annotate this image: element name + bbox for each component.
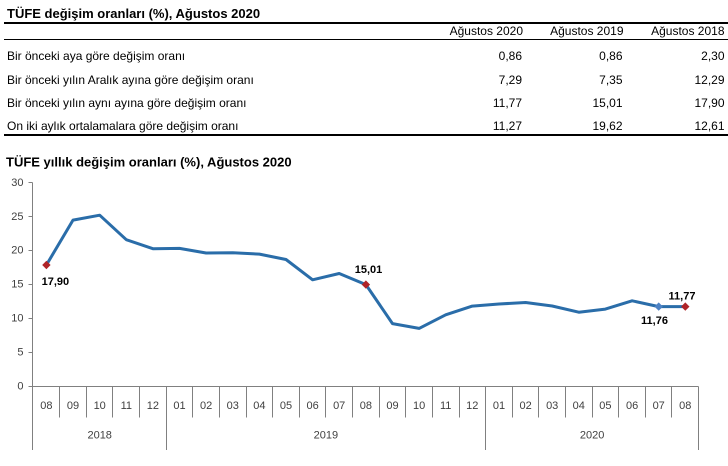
svg-text:07: 07	[653, 400, 665, 412]
svg-text:08: 08	[679, 400, 691, 412]
svg-text:01: 01	[493, 400, 505, 412]
svg-text:2020: 2020	[580, 430, 604, 442]
svg-text:11: 11	[440, 400, 451, 412]
svg-text:15,01: 15,01	[355, 264, 383, 276]
svg-text:03: 03	[227, 400, 239, 412]
svg-text:06: 06	[626, 400, 638, 412]
svg-text:01: 01	[173, 400, 185, 412]
svg-text:07: 07	[333, 400, 345, 412]
svg-text:20: 20	[11, 245, 23, 257]
svg-text:04: 04	[253, 400, 265, 412]
svg-text:12: 12	[466, 400, 478, 412]
svg-text:02: 02	[200, 400, 212, 412]
svg-text:0: 0	[17, 380, 23, 392]
svg-text:10: 10	[11, 313, 23, 325]
svg-text:03: 03	[546, 400, 558, 412]
svg-text:15: 15	[11, 279, 23, 291]
svg-text:05: 05	[280, 400, 292, 412]
svg-text:08: 08	[40, 400, 52, 412]
svg-text:11: 11	[121, 400, 132, 412]
svg-text:12: 12	[147, 400, 159, 412]
svg-text:11,77: 11,77	[669, 291, 696, 303]
svg-text:TÜFE yıllık değişim oranları (: TÜFE yıllık değişim oranları (%), Ağusto…	[6, 155, 292, 170]
svg-text:06: 06	[306, 400, 318, 412]
svg-text:04: 04	[573, 400, 585, 412]
svg-text:09: 09	[386, 400, 398, 412]
svg-text:17,90: 17,90	[42, 276, 70, 288]
svg-text:05: 05	[599, 400, 611, 412]
svg-text:10: 10	[94, 400, 106, 412]
svg-text:11,76: 11,76	[641, 315, 668, 327]
svg-text:25: 25	[11, 211, 23, 223]
svg-text:09: 09	[67, 400, 79, 412]
svg-text:2018: 2018	[87, 430, 111, 442]
svg-text:5: 5	[17, 347, 23, 359]
svg-text:08: 08	[360, 400, 372, 412]
svg-text:10: 10	[413, 400, 425, 412]
svg-text:2019: 2019	[314, 430, 338, 442]
svg-text:02: 02	[519, 400, 531, 412]
svg-text:30: 30	[11, 177, 23, 189]
